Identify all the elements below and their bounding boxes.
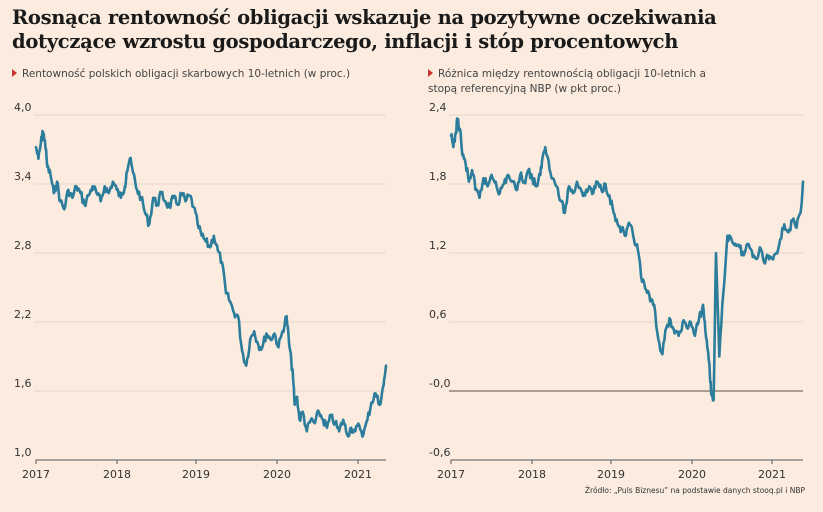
red-triangle-icon (428, 69, 433, 77)
y-tick-label-right: 2,4 (429, 101, 447, 114)
x-tick-label-right: 2018 (518, 468, 546, 481)
x-tick-label-left: 2021 (344, 468, 372, 481)
y-tick-label-left: 2,2 (14, 308, 32, 321)
y-tick-label-right: 0,6 (429, 308, 447, 321)
x-tick-label-left: 2018 (103, 468, 131, 481)
x-tick-label-right: 2021 (758, 468, 786, 481)
y-tick-label-left: 3,4 (14, 170, 32, 183)
red-triangle-icon (12, 69, 17, 77)
chart-right-subtitle: Różnica między rentownością obligacji 10… (428, 67, 728, 97)
x-tick-label-left: 2017 (22, 468, 50, 481)
x-tick-label-right: 2019 (597, 468, 625, 481)
y-tick-label-right: 1,8 (429, 170, 447, 183)
x-tick-label-left: 2019 (182, 468, 210, 481)
y-tick-label-left: 4,0 (14, 101, 32, 114)
headline: Rosnąca rentowność obligacji wskazuje na… (12, 6, 717, 53)
source-note: Źródło: „Puls Biznesu” na podstawie dany… (584, 486, 805, 495)
x-tick-label-left: 2020 (263, 468, 291, 481)
y-tick-label-right: -0,6 (429, 446, 450, 459)
y-tick-label-left: 1,0 (14, 446, 32, 459)
series-line-right (449, 117, 805, 402)
y-tick-label-left: 2,8 (14, 239, 32, 252)
y-tick-label-right: -0,0 (429, 377, 450, 390)
x-tick-label-right: 2020 (678, 468, 706, 481)
chart-right-subtitle-text: Różnica między rentownością obligacji 10… (428, 68, 706, 95)
y-tick-label-right: 1,2 (429, 239, 447, 252)
y-tick-label-left: 1,6 (14, 377, 32, 390)
x-tick-label-right: 2017 (437, 468, 465, 481)
chart-left-subtitle: Rentowność polskich obligacji skarbowych… (12, 67, 392, 82)
series-line-left (34, 129, 388, 438)
chart-left-subtitle-text: Rentowność polskich obligacji skarbowych… (22, 68, 351, 80)
